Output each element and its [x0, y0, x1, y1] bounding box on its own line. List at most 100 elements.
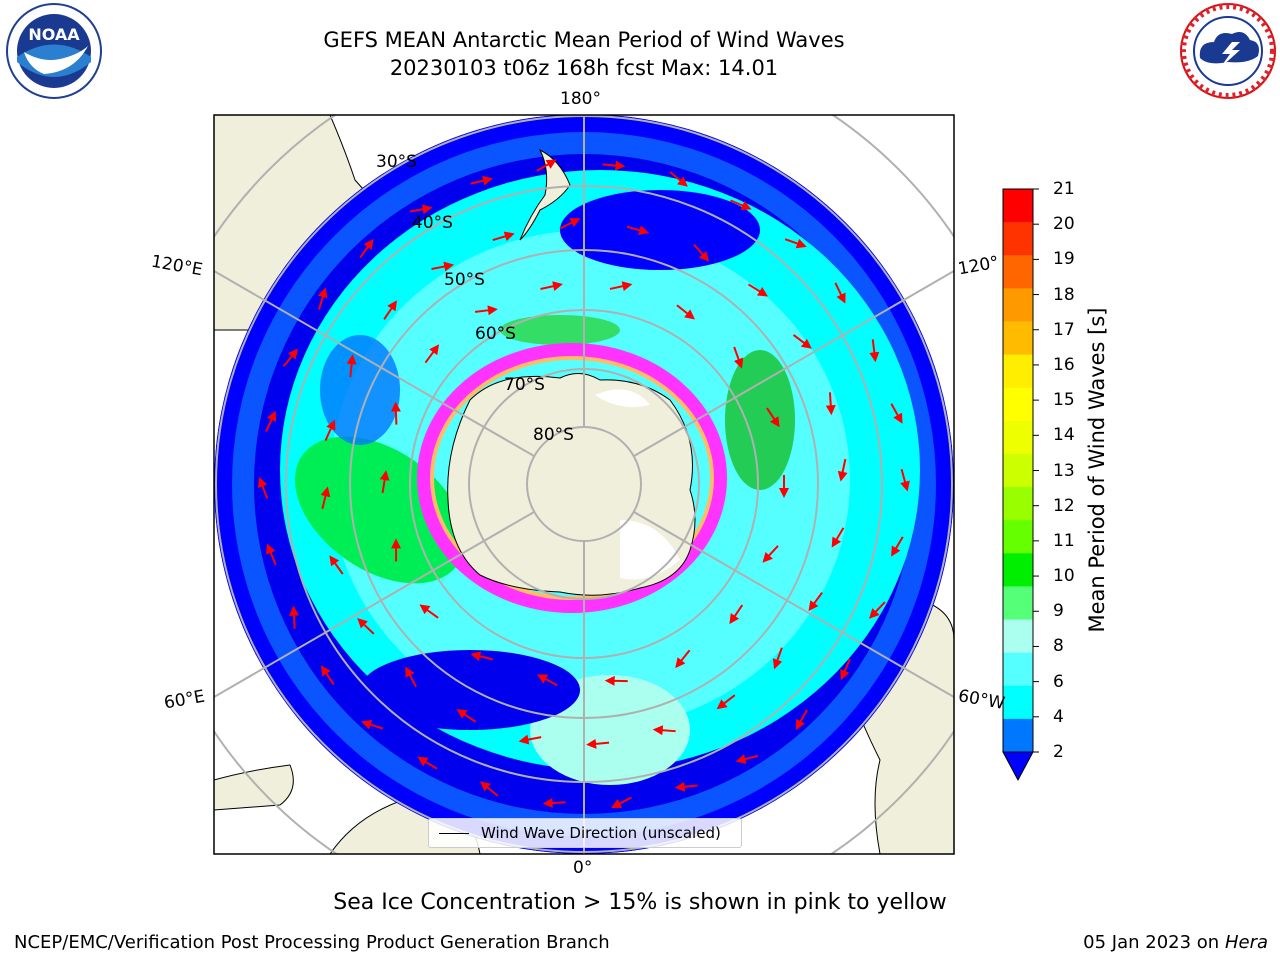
- wave-direction-arrow: [419, 604, 439, 619]
- lon-label-180: 180°: [560, 89, 601, 109]
- wave-direction-arrow: [282, 348, 299, 368]
- colorbar-segment: [1003, 520, 1033, 554]
- colorbar-segment: [1003, 420, 1033, 455]
- wave-direction-arrow: [652, 725, 676, 736]
- wave-direction-arrow: [792, 334, 812, 349]
- wave-direction-arrow: [825, 392, 836, 416]
- wave-direction-arrow: [693, 243, 710, 262]
- wave-direction-arrow: [480, 781, 499, 797]
- wave-direction-arrow: [559, 218, 581, 230]
- colorbar-segment: [1003, 685, 1033, 720]
- wave-direction-arrow: [900, 469, 910, 492]
- colorbar-segment: [1003, 189, 1033, 223]
- wave-direction-arrow: [675, 649, 691, 669]
- wave-direction-arrow: [808, 591, 823, 612]
- colorbar-label: Mean Period of Wind Waves [s]: [1085, 307, 1109, 633]
- wave-direction-arrow: [540, 281, 563, 292]
- graticule: [214, 115, 954, 854]
- wave-direction-arrow: [518, 734, 542, 745]
- colorbar-tick-label: 9: [1053, 601, 1064, 622]
- wave-direction-arrow: [320, 486, 331, 510]
- colorbar-tick-label: 10: [1053, 566, 1075, 587]
- new-zealand-landmass: [519, 148, 571, 241]
- wave-direction-arrow: [257, 476, 269, 499]
- colorbar-tick-label: 14: [1053, 425, 1075, 446]
- wave-direction-arrow: [417, 756, 438, 770]
- sea-ice-note: Sea Ice Concentration > 15% is shown in …: [333, 890, 947, 915]
- wind-wave-arrows: [257, 159, 910, 809]
- wave-direction-arrow: [891, 536, 904, 557]
- wave-direction-arrow: [626, 225, 650, 236]
- wave-direction-arrow: [492, 231, 515, 242]
- colorbar-tick-label: 15: [1053, 390, 1075, 411]
- colorbar-tick-label: 13: [1053, 460, 1075, 481]
- colorbar-segment: [1003, 354, 1033, 389]
- colorbar-tick-label: 19: [1053, 249, 1075, 270]
- map-frame: [213, 114, 955, 855]
- wave-direction-arrow: [536, 674, 558, 687]
- colorbar: [1002, 188, 1039, 782]
- colorbar-segment: [1003, 586, 1033, 621]
- wave-direction-arrow: [431, 261, 455, 272]
- wave-direction-arrow: [837, 458, 848, 482]
- colorbar-tick-label: 6: [1053, 671, 1064, 692]
- colorbar-segment: [1003, 553, 1033, 587]
- lat-label-70s: 70°S: [504, 375, 545, 395]
- chart-subtitle: 20230103 t06z 168h fcst Max: 14.01: [389, 56, 779, 80]
- colorbar-tick-label: 18: [1053, 284, 1075, 305]
- colorbar-tick-label: 20: [1053, 214, 1075, 235]
- noaa-logo-text: NOAA: [28, 25, 80, 44]
- colorbar-segment: [1003, 387, 1033, 422]
- colorbar-tick-label: 12: [1053, 495, 1075, 516]
- wave-direction-arrow: [602, 160, 626, 171]
- wave-direction-arrow: [424, 344, 440, 364]
- wave-direction-arrow: [735, 754, 759, 764]
- madagascar-landmass: [214, 764, 294, 811]
- wave-direction-arrow: [669, 171, 688, 187]
- colorbar-tick-label: 4: [1053, 706, 1064, 727]
- wave-direction-arrow: [730, 199, 752, 211]
- lat-label-40s: 40°S: [412, 213, 453, 233]
- wave-direction-arrow: [361, 719, 384, 730]
- wave-direction-arrow: [359, 238, 374, 259]
- wave-direction-arrow: [409, 204, 433, 215]
- colorbar-segment: [1003, 652, 1033, 687]
- colorbar-segment: [1003, 222, 1033, 256]
- colorbar-tick-label: 16: [1053, 354, 1075, 375]
- wave-direction-arrow: [536, 159, 557, 172]
- credit-date: 05 Jan 2023 on: [1083, 932, 1225, 953]
- wave-direction-arrow: [474, 305, 498, 316]
- wave-direction-arrow: [729, 604, 744, 625]
- colorbar-segment: [1003, 487, 1033, 521]
- wave-direction-arrow: [320, 665, 335, 685]
- wave-direction-arrow: [324, 419, 336, 441]
- wave-direction-arrow: [288, 605, 299, 629]
- wave-direction-arrow: [716, 694, 736, 710]
- colorbar-tick-label: 11: [1053, 530, 1075, 551]
- lat-label-30s: 30°S: [376, 152, 417, 172]
- wave-direction-arrow: [611, 796, 632, 808]
- colorbar-segment: [1003, 255, 1033, 289]
- colorbar-segment: [1003, 718, 1033, 753]
- legend-label: Wind Wave Direction (unscaled): [481, 824, 721, 842]
- wave-direction-arrow: [733, 346, 744, 369]
- chart-title: GEFS MEAN Antarctic Mean Period of Wind …: [323, 28, 845, 52]
- wave-direction-arrow: [747, 283, 769, 297]
- wave-direction-arrow: [831, 527, 845, 548]
- wave-direction-arrow: [357, 617, 375, 635]
- wave-direction-arrow: [329, 555, 344, 575]
- wave-direction-arrow: [586, 738, 610, 749]
- noaa-logo: NOAA: [6, 3, 102, 99]
- lon-label-0: 0°: [573, 858, 593, 878]
- colorbar-tick-label: 17: [1053, 319, 1075, 340]
- lat-label-60s: 60°S: [475, 324, 516, 344]
- wave-direction-arrow: [834, 282, 846, 304]
- wave-direction-arrow: [762, 545, 779, 563]
- colorbar-segment: [1003, 619, 1033, 654]
- credit-host: Hera: [1224, 932, 1268, 953]
- wave-direction-arrow: [609, 281, 633, 292]
- wave-direction-arrow: [869, 601, 886, 619]
- wave-direction-arrow: [405, 666, 417, 688]
- wave-direction-arrow: [784, 238, 807, 249]
